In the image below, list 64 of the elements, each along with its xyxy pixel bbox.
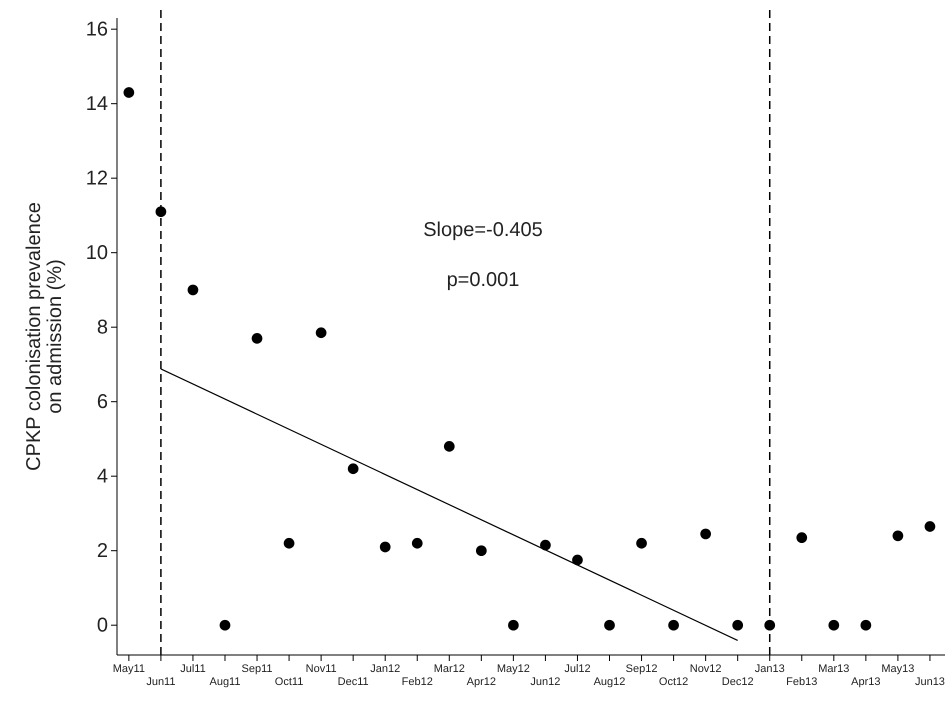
point xyxy=(508,620,519,631)
y-tick-label: 6 xyxy=(96,391,108,414)
x-tick-label: May12 xyxy=(496,662,530,675)
point xyxy=(604,620,615,631)
point xyxy=(828,620,840,631)
annotation: Slope=-0.405 xyxy=(423,219,543,241)
x-tick-label: Dec12 xyxy=(722,676,754,688)
point xyxy=(188,284,198,296)
x-tick-label: Oct11 xyxy=(274,676,304,688)
x-tick-label: Sep11 xyxy=(242,662,273,675)
x-tick-label: Mar12 xyxy=(434,662,465,675)
point xyxy=(796,532,808,543)
point xyxy=(316,327,326,338)
point xyxy=(476,545,487,556)
x-tick-label: Jun13 xyxy=(914,676,945,688)
x-tick-label: Nov12 xyxy=(690,662,722,675)
point xyxy=(124,87,134,98)
point xyxy=(540,540,551,550)
point xyxy=(924,521,936,532)
y-tick-label: 0 xyxy=(96,614,108,637)
x-tick-label: Aug12 xyxy=(594,676,626,688)
point xyxy=(572,554,583,566)
x-tick-label: Feb13 xyxy=(786,676,818,688)
point xyxy=(444,441,455,452)
x-tick-label: Aug11 xyxy=(209,676,240,688)
x-tick-label: Jul11 xyxy=(180,662,206,675)
y-tick-label: 8 xyxy=(96,316,108,339)
y-tick-label: 14 xyxy=(86,93,108,116)
point xyxy=(220,620,230,631)
y-tick-label: 2 xyxy=(96,540,108,562)
x-tick-label: Jan12 xyxy=(370,662,400,675)
x-tick-label: Mar13 xyxy=(818,662,850,675)
y-tick-label: 10 xyxy=(86,242,108,264)
x-tick-label: Apr13 xyxy=(851,676,881,688)
x-tick-label: Jan13 xyxy=(754,662,785,675)
point xyxy=(892,530,904,542)
annotation: p=0.001 xyxy=(446,269,520,291)
x-tick-label: Jun11 xyxy=(146,676,176,688)
point xyxy=(732,620,744,631)
x-tick-label: Nov11 xyxy=(306,662,337,675)
x-tick-label: Sep12 xyxy=(626,662,658,675)
point xyxy=(380,542,391,552)
x-tick-label: Oct12 xyxy=(658,676,688,688)
point xyxy=(348,463,359,474)
x-tick-label: Jul12 xyxy=(564,662,591,675)
y-tick-label: 16 xyxy=(86,18,108,41)
y-tick-label: 12 xyxy=(86,168,108,190)
x-tick-label: May13 xyxy=(881,662,914,675)
y-tick-label: 4 xyxy=(96,466,108,488)
point xyxy=(412,538,423,549)
x-tick-label: Apr12 xyxy=(466,676,496,688)
point xyxy=(284,538,294,549)
point xyxy=(252,333,262,344)
x-tick-label: Feb12 xyxy=(402,676,433,688)
x-tick-label: Dec11 xyxy=(338,676,369,688)
point xyxy=(668,620,679,631)
point xyxy=(700,528,711,540)
point xyxy=(156,206,166,218)
x-tick-label: Jun12 xyxy=(530,676,560,688)
point xyxy=(636,538,647,549)
x-tick-label: May11 xyxy=(112,662,145,675)
y-axis-title: CPKP colonisation prevalence on admission (%) xyxy=(23,202,66,471)
point xyxy=(860,620,872,631)
point xyxy=(764,620,776,631)
